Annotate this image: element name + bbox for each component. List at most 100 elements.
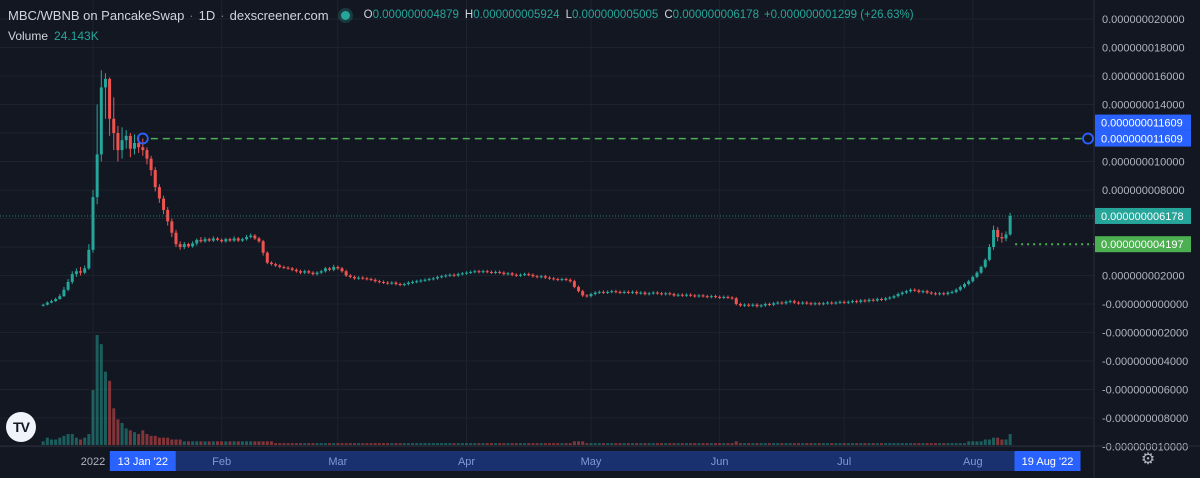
candle (763, 302, 767, 307)
candle (465, 271, 468, 275)
settings-gear-icon[interactable]: ⚙ (1140, 451, 1156, 468)
candle-body (323, 268, 327, 272)
interval-label[interactable]: 1D (198, 7, 216, 23)
volume-bar (141, 430, 145, 445)
candle (855, 299, 859, 304)
volume-bar (589, 443, 593, 445)
volume-bar (1004, 439, 1008, 445)
candle-body (610, 291, 614, 293)
candle (336, 265, 340, 270)
candle (153, 167, 157, 192)
candle-body (863, 300, 867, 302)
candle (323, 266, 327, 273)
source-label: dexscreener.com (229, 7, 329, 23)
volume-bar (415, 443, 419, 445)
x-tick-label: Jun (711, 456, 729, 468)
volume-bar (863, 443, 867, 445)
volume-bar (128, 430, 132, 445)
candle-body (207, 239, 211, 241)
candle-body (340, 268, 344, 272)
volume-bar (548, 443, 551, 445)
price-tag-upper-bg (1095, 114, 1191, 131)
volume-bar (543, 443, 547, 445)
candle-body (518, 274, 522, 276)
candle-body (411, 281, 415, 283)
candle-body (880, 299, 883, 301)
candle (157, 184, 161, 203)
change-value: +0.000000001299 (+26.63%) (763, 9, 914, 21)
candle-body (859, 300, 863, 302)
candle (772, 301, 776, 307)
candle-body (664, 293, 668, 295)
candle-body (689, 294, 693, 296)
candle-body (867, 299, 871, 302)
candle-body (74, 271, 78, 275)
volume-bar (50, 439, 53, 445)
candle-body (377, 281, 381, 283)
candle-body (792, 301, 796, 303)
candle-body (631, 291, 634, 293)
candle-body (66, 281, 70, 290)
candle-body (855, 301, 859, 303)
candle (797, 301, 800, 305)
volume-bar (805, 443, 809, 445)
candle (581, 289, 585, 297)
candle (821, 301, 825, 306)
candle (91, 190, 95, 253)
volume-bar (514, 443, 518, 445)
candle (850, 299, 854, 304)
candle-body (680, 294, 684, 296)
candle (867, 298, 871, 303)
candle-body (572, 281, 576, 287)
candle (759, 304, 763, 308)
separator: · (189, 7, 194, 23)
volume-bar (357, 443, 361, 445)
candle-body (440, 276, 444, 278)
candle (846, 300, 850, 304)
candle (145, 147, 149, 165)
candle (444, 274, 448, 278)
volume-bar (738, 443, 742, 445)
candle-body (718, 296, 722, 298)
volume-bar (743, 443, 747, 445)
candle-body (452, 274, 456, 276)
candle (726, 295, 730, 300)
tradingview-logo-icon[interactable]: TV (6, 412, 36, 442)
candle (527, 272, 531, 277)
candle-body (70, 274, 74, 282)
candle-body (415, 281, 419, 283)
volume-bar (921, 443, 925, 445)
candle-body (303, 271, 307, 273)
chart-legend: MBC/WBNB on PancakeSwap · 1D · dexscreen… (8, 5, 914, 25)
volume-bar (884, 443, 888, 445)
candle-body (394, 282, 398, 285)
candle (70, 271, 74, 285)
volume-bar (216, 441, 219, 445)
volume-bar (614, 443, 618, 445)
candle-body (174, 232, 178, 245)
candle-body (714, 296, 717, 298)
x-tick-label: 2022 (81, 456, 105, 468)
time-range-band (175, 451, 1015, 471)
candle (830, 301, 834, 305)
volume-bar (460, 443, 464, 445)
volume-bar (207, 441, 211, 445)
volume-bar (942, 443, 946, 445)
candle (730, 296, 734, 300)
candle-body (224, 239, 228, 242)
candle-body (672, 294, 676, 296)
candle-body (523, 274, 527, 276)
candle-body (133, 142, 136, 149)
candle-body (784, 301, 788, 304)
candle-body (307, 271, 311, 273)
candle (62, 286, 66, 297)
candle-body (763, 304, 767, 306)
candle-body (1008, 215, 1012, 235)
volume-bar (647, 443, 651, 445)
candle-body (299, 271, 302, 273)
candle (269, 261, 273, 266)
candle (834, 301, 838, 305)
volume-bar (66, 434, 70, 445)
candle (743, 303, 747, 307)
